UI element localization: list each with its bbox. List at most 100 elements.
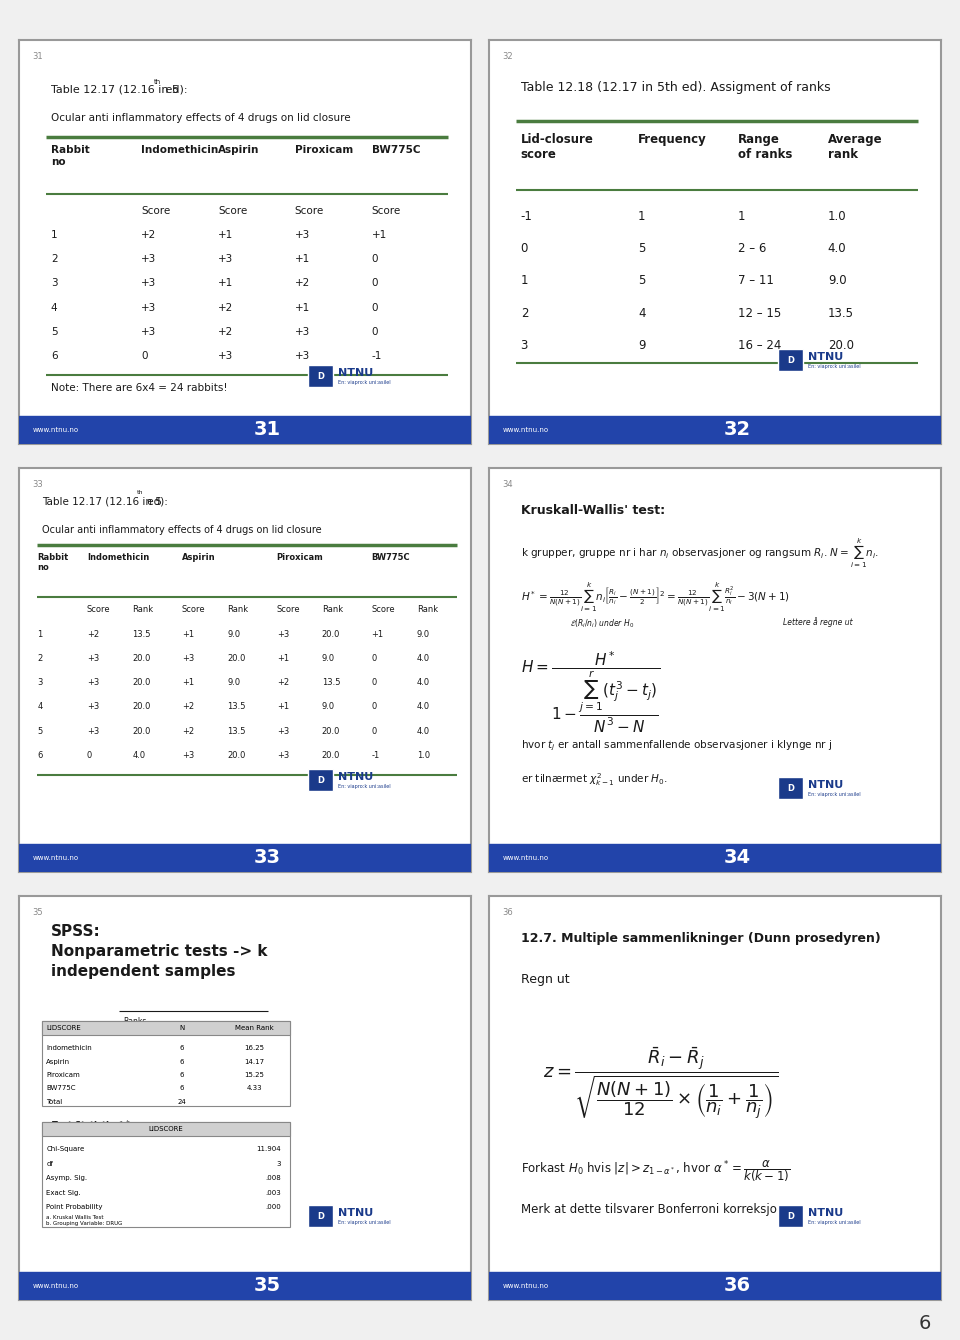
Text: +1: +1 <box>181 630 194 639</box>
Text: Rabbit
no: Rabbit no <box>37 553 68 572</box>
Text: 9.0: 9.0 <box>322 702 335 712</box>
Text: Aspirin: Aspirin <box>218 145 259 155</box>
Text: Indomethicin: Indomethicin <box>141 145 219 155</box>
Text: 6: 6 <box>180 1059 184 1064</box>
Text: Ocular anti inflammatory effects of 4 drugs on lid closure: Ocular anti inflammatory effects of 4 dr… <box>51 113 350 123</box>
Text: Rabbit
no: Rabbit no <box>51 145 89 166</box>
Text: a. Kruskal Wallis Test: a. Kruskal Wallis Test <box>46 1214 104 1219</box>
Text: +3: +3 <box>218 255 233 264</box>
Text: www.ntnu.no: www.ntnu.no <box>503 855 549 860</box>
Bar <box>489 415 941 444</box>
Text: Piroxicam: Piroxicam <box>295 145 353 155</box>
Text: Score: Score <box>276 606 300 615</box>
Text: 3: 3 <box>37 678 42 687</box>
Text: Aspirin: Aspirin <box>181 553 215 561</box>
Text: 20.0: 20.0 <box>132 726 151 736</box>
Text: Rank: Rank <box>417 606 438 615</box>
Text: www.ntnu.no: www.ntnu.no <box>33 1282 79 1289</box>
Text: +3: +3 <box>181 654 194 663</box>
Text: Merk at dette tilsvarer Bonferroni korreksjon: Merk at dette tilsvarer Bonferroni korre… <box>520 1203 784 1215</box>
Text: +3: +3 <box>295 327 310 336</box>
Text: +3: +3 <box>87 726 99 736</box>
Text: Score: Score <box>372 206 401 216</box>
Text: Table 12.17 (12.16 in 5: Table 12.17 (12.16 in 5 <box>42 496 161 507</box>
Text: 5: 5 <box>37 726 42 736</box>
Text: 1.0: 1.0 <box>828 210 847 222</box>
Text: Piroxicam: Piroxicam <box>46 1072 80 1077</box>
Text: 6: 6 <box>180 1072 184 1077</box>
Text: 5: 5 <box>51 327 58 336</box>
Text: Table 12.17 (12.16 in 5: Table 12.17 (12.16 in 5 <box>51 84 179 95</box>
Text: th: th <box>136 490 143 496</box>
Text: 15.25: 15.25 <box>244 1072 264 1077</box>
Text: Indomethicin: Indomethicin <box>87 553 149 561</box>
Text: $z = \dfrac{\bar{R}_i - \bar{R}_j}{\sqrt{\dfrac{N(N+1)}{12}\times\left(\dfrac{1}: $z = \dfrac{\bar{R}_i - \bar{R}_j}{\sqrt… <box>543 1045 779 1122</box>
Text: 1: 1 <box>737 210 745 222</box>
Text: Average
rank: Average rank <box>828 133 882 161</box>
Text: +3: +3 <box>295 230 310 240</box>
Text: BW775C: BW775C <box>372 553 410 561</box>
Text: 7 – 11: 7 – 11 <box>737 275 774 287</box>
Bar <box>308 366 333 387</box>
Text: +3: +3 <box>87 654 99 663</box>
Text: 11.904: 11.904 <box>256 1146 281 1152</box>
Bar <box>489 844 941 872</box>
Text: +2: +2 <box>181 702 194 712</box>
Text: Regn ut: Regn ut <box>520 973 569 986</box>
Text: 32: 32 <box>503 52 514 62</box>
Text: 13.5: 13.5 <box>227 702 246 712</box>
Text: 6: 6 <box>180 1085 184 1091</box>
Text: 4.0: 4.0 <box>417 654 430 663</box>
Text: 9.0: 9.0 <box>828 275 847 287</box>
Text: 4: 4 <box>638 307 646 320</box>
Text: 9.0: 9.0 <box>417 630 430 639</box>
Text: 5: 5 <box>638 275 645 287</box>
Bar <box>42 1122 290 1227</box>
Text: Score: Score <box>181 606 205 615</box>
Text: 1: 1 <box>520 275 528 287</box>
Bar <box>42 1122 290 1136</box>
Text: .000: .000 <box>266 1205 281 1210</box>
Text: Indomethicin: Indomethicin <box>46 1045 92 1052</box>
Text: Rank: Rank <box>132 606 154 615</box>
Text: 31: 31 <box>254 421 281 440</box>
Text: 4.0: 4.0 <box>828 243 847 255</box>
Text: +1: +1 <box>276 654 289 663</box>
Text: Score: Score <box>372 606 396 615</box>
Text: 4.0: 4.0 <box>417 678 430 687</box>
Text: 4.0: 4.0 <box>417 726 430 736</box>
Text: 20.0: 20.0 <box>322 750 340 760</box>
Text: th: th <box>154 79 161 84</box>
Text: 0: 0 <box>372 327 378 336</box>
Text: D: D <box>317 1211 324 1221</box>
Text: BW775C: BW775C <box>372 145 420 155</box>
Text: +3: +3 <box>295 351 310 360</box>
Text: ed):: ed): <box>162 84 187 95</box>
Text: $H^*=\frac{12}{N(N+1)}\sum_{i=1}^{k}n_i\left[\frac{R_i}{n_i} - \frac{(N+1)}{2}\r: $H^*=\frac{12}{N(N+1)}\sum_{i=1}^{k}n_i\… <box>520 582 790 614</box>
Text: Note: There are 6x4 = 24 rabbits!: Note: There are 6x4 = 24 rabbits! <box>51 383 228 394</box>
Text: +2: +2 <box>218 327 233 336</box>
Text: Score: Score <box>218 206 248 216</box>
Text: +2: +2 <box>276 678 289 687</box>
Text: 0: 0 <box>372 726 377 736</box>
Text: k grupper, gruppe nr i har $n_i$ observasjoner og rangsum $R_i$. $N=\sum_{i=1}^{: k grupper, gruppe nr i har $n_i$ observa… <box>520 537 878 570</box>
Text: +3: +3 <box>276 726 289 736</box>
Text: -1: -1 <box>520 210 533 222</box>
Text: +1: +1 <box>218 230 233 240</box>
Bar <box>489 1272 941 1300</box>
Text: +2: +2 <box>295 279 310 288</box>
Text: 0: 0 <box>87 750 92 760</box>
Text: 1.0: 1.0 <box>417 750 430 760</box>
Text: 3: 3 <box>51 279 58 288</box>
Text: D: D <box>787 784 794 792</box>
Text: 0: 0 <box>372 702 377 712</box>
Text: 4.0: 4.0 <box>417 702 430 712</box>
Text: LIDSCORE: LIDSCORE <box>46 1025 81 1032</box>
Bar <box>308 769 333 791</box>
Text: En: viapro:k uni:asilel: En: viapro:k uni:asilel <box>807 792 860 797</box>
Text: NTNU: NTNU <box>338 369 372 378</box>
Text: Piroxicam: Piroxicam <box>276 553 324 561</box>
Text: N: N <box>180 1025 184 1032</box>
Text: 35: 35 <box>254 1276 281 1296</box>
Text: +3: +3 <box>141 255 156 264</box>
